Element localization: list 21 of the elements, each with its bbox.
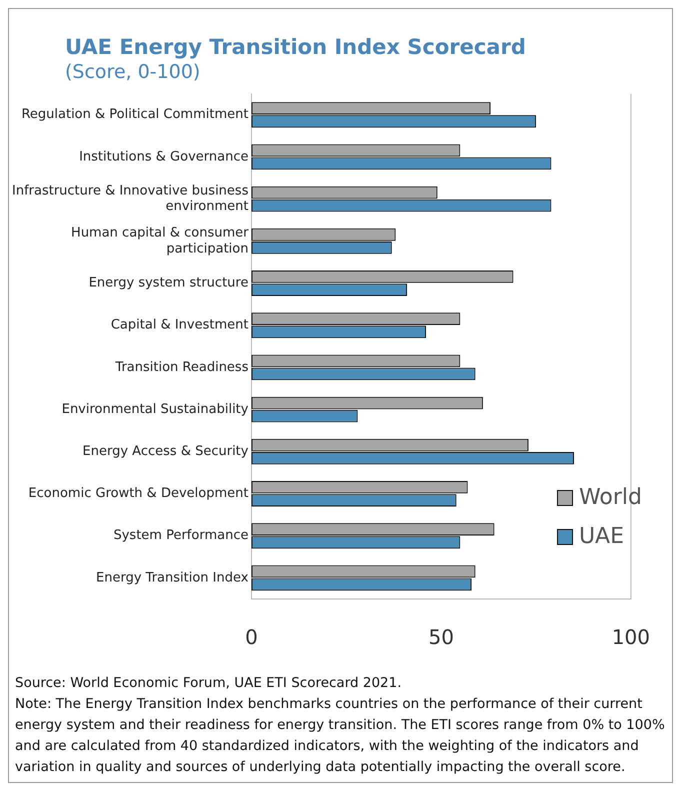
y-tick-label: Transition Readiness [114, 360, 249, 375]
y-tick-label: Energy system structure [88, 276, 248, 291]
chart-subtitle: (Score, 0-100) [65, 61, 202, 83]
x-tick-label: 100 [612, 625, 650, 650]
y-tick-label: Capital & Investment [110, 318, 248, 333]
y-tick-label: System Performance [113, 528, 248, 544]
chart-title: UAE Energy Transition Index Scorecard [65, 35, 527, 59]
x-tick-label: 0 [245, 625, 258, 650]
y-tick-label: Regulation & Political Commitment [21, 107, 248, 122]
legend-label: World [578, 485, 642, 510]
text: Note: The Energy Transition Index benchmarks countries on the performance of their current energy system and their readiness for energy transition. The ETI scores range from 0% to 100% and are calculated from 40 standardized indicators, with the weighting of the indicators and variation in quality and sources of underlying data potentially impacting the overall score. [15, 695, 666, 777]
y-tick-label: Human capital & consumer participation [71, 226, 250, 256]
y-tick-label: Economic Growth & Development [28, 486, 248, 502]
source-note: Source: World Economic Forum, UAE ETI Scorecard 2021. [15, 674, 403, 693]
y-tick-label: Institutions & Governance [79, 149, 248, 164]
y-tick-label: Energy Transition Index [96, 570, 249, 586]
legend-label: UAE [578, 524, 624, 549]
y-tick-label: Environmental Sustainability [62, 402, 249, 417]
x-tick-label: 50 [428, 625, 454, 650]
y-tick-label: Energy Access & Security [82, 444, 249, 460]
y-tick-label: Infrastructure & Innovative business environment [12, 184, 249, 214]
